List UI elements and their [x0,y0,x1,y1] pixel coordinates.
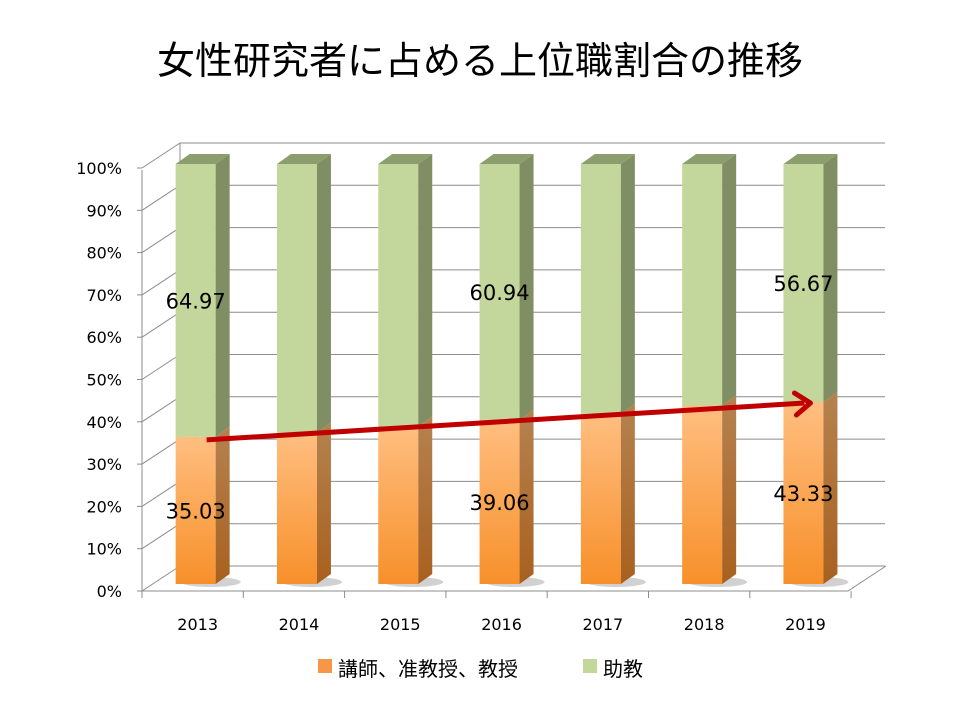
bar-assistant-2019 [783,164,824,403]
bar-upper-2013 [175,436,216,584]
bar-side [519,154,534,420]
side-gridline [141,142,181,169]
bar-assistant-2017 [580,164,621,414]
y-tick-label: 80% [86,244,122,263]
bar-top [783,154,838,164]
legend-label-assistant: 助教 [603,657,643,681]
data-label: 43.33 [773,482,833,506]
bar-upper-2018 [682,405,723,584]
side-gridline [141,438,181,465]
bar-side [620,403,635,584]
trend-arrow-head [791,390,813,418]
x-tick-label: 2014 [279,615,320,634]
bar-side [722,154,737,406]
bar-side [519,409,534,584]
data-label: 60.94 [469,281,529,305]
side-gridline [141,227,181,254]
bar-side [823,154,838,403]
floor-edge [142,565,887,592]
trend-arrow [206,400,805,443]
side-gridline [141,354,181,380]
legend-label-upper: 講師、准教授、教授 [338,657,518,681]
y-tick-label: 100% [76,159,122,178]
bar-side [316,154,331,433]
bar-upper-2019 [783,402,824,584]
data-label: 56.67 [773,272,833,296]
y-tick-label: 0% [97,582,122,601]
bar-top [479,154,534,164]
bar-side [316,422,331,584]
bar-side [722,395,737,584]
bar-top [276,154,331,164]
side-gridline [141,480,181,507]
y-tick-label: 10% [86,540,122,559]
x-tick-label: 2016 [481,615,522,634]
bar-upper-2017 [580,413,621,584]
side-gridline [141,311,181,338]
bar-side [823,392,838,584]
bar-assistant-2015 [378,164,419,427]
x-tick-label: 2013 [177,615,218,634]
side-gridline [141,396,181,423]
bar-assistant-2014 [276,164,317,433]
bar-assistant-2018 [682,164,723,406]
y-tick-label: 20% [86,497,122,516]
y-tick-label: 70% [86,286,122,305]
data-label: 64.97 [166,289,226,313]
legend-swatch-assistant [583,659,597,673]
bar-side [215,426,230,584]
y-tick-label: 30% [86,455,122,474]
bar-upper-2016 [479,419,520,584]
bar-top [682,154,737,164]
data-label: 39.06 [469,491,529,515]
y-tick-label: 50% [86,371,122,390]
y-tick-label: 90% [86,201,122,220]
bar-top [580,154,635,164]
y-tick-label: 60% [86,328,122,347]
legend-swatch-upper [318,659,332,673]
bar-side [418,154,433,427]
bar-top [378,154,433,164]
side-gridline [141,523,181,550]
side-gridline [141,184,181,211]
bar-upper-2014 [276,432,317,584]
x-tick-label: 2019 [785,615,826,634]
x-tick-label: 2018 [684,615,725,634]
x-tick-label: 2017 [582,615,623,634]
bar-assistant-2016 [479,164,520,420]
chart-title: 女性研究者に占める上位職割合の推移 [156,39,803,83]
y-tick-label: 40% [86,413,122,432]
bar-side [215,154,230,437]
side-gridline [141,269,181,296]
bar-assistant-2013 [175,164,216,437]
x-tick-label: 2015 [380,615,421,634]
bar-side [418,416,433,584]
data-label: 35.03 [166,499,226,523]
bar-side [620,154,635,414]
bar-top [175,154,230,164]
bar-upper-2015 [378,426,419,584]
side-gridline [141,565,181,592]
